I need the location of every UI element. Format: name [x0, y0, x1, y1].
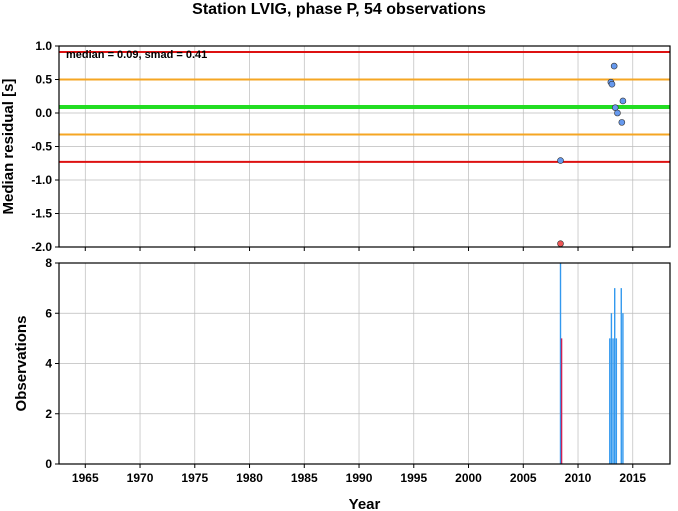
observations-panel: 1965 1970 1975 1980 1985 1990 1995 2000 2005 2010… [13, 256, 671, 511]
histogram-bar [559, 263, 562, 464]
x-tick-label: 2005 [510, 471, 537, 485]
y-axis-label: Median residual [s] [0, 79, 17, 215]
y-tick-label: 1.0 [35, 39, 52, 53]
plot-frame [58, 45, 671, 248]
chart-title: Station LVIG, phase P, 54 observations [192, 1, 486, 18]
histogram-bar [615, 338, 618, 464]
x-tick-label: 1985 [291, 471, 318, 485]
x-tick-label: 1990 [346, 471, 373, 485]
x-tick-label: 1975 [181, 471, 208, 485]
stats-annotation: median = 0.09, smad = 0.41 [66, 49, 207, 61]
y-tick-label: -1.0 [31, 173, 52, 187]
x-axis-label: Year [349, 496, 381, 511]
x-tick-label: 1965 [72, 471, 99, 485]
data-point [614, 109, 621, 117]
y-tick-label: 2 [45, 407, 52, 421]
data-point [608, 80, 616, 88]
y-axis-label: Observations [13, 316, 30, 412]
y-tick-label: 0.0 [35, 106, 52, 120]
data-point [618, 119, 626, 126]
y-tick-label: -1.5 [31, 207, 52, 221]
plot-frame [58, 262, 671, 465]
y-tick-label: 8 [45, 256, 52, 270]
data-point [557, 240, 564, 247]
data-point [610, 62, 618, 70]
x-tick-label: 2000 [455, 471, 482, 485]
histogram-bar [610, 313, 613, 464]
x-tick-label: 1980 [236, 471, 263, 485]
histogram-bar [620, 288, 622, 464]
y-tick-label: 0 [45, 457, 52, 471]
x-tick-label: 2010 [565, 471, 592, 485]
x-tick-label: 1995 [400, 471, 427, 485]
y-tick-label: -0.5 [31, 140, 52, 154]
histogram-bar [609, 338, 611, 464]
y-tick-label: 6 [45, 306, 52, 320]
y-tick-label: 0.5 [35, 73, 52, 87]
x-tick-label: 2015 [619, 471, 646, 485]
histogram-bar [560, 338, 563, 464]
histogram-bar [614, 288, 616, 464]
y-tick-label: 4 [45, 357, 52, 371]
histogram-bar [622, 313, 624, 464]
x-tick-label: 1970 [127, 471, 154, 485]
histogram-bar [612, 338, 614, 464]
data-point [619, 97, 627, 105]
y-tick-label: -2.0 [31, 240, 52, 254]
data-point [557, 157, 564, 164]
residual-panel: 1.0 0.5 0.0 -0.5 -1.0 -1.5 -2.0 median = 0.09, … [0, 39, 671, 254]
